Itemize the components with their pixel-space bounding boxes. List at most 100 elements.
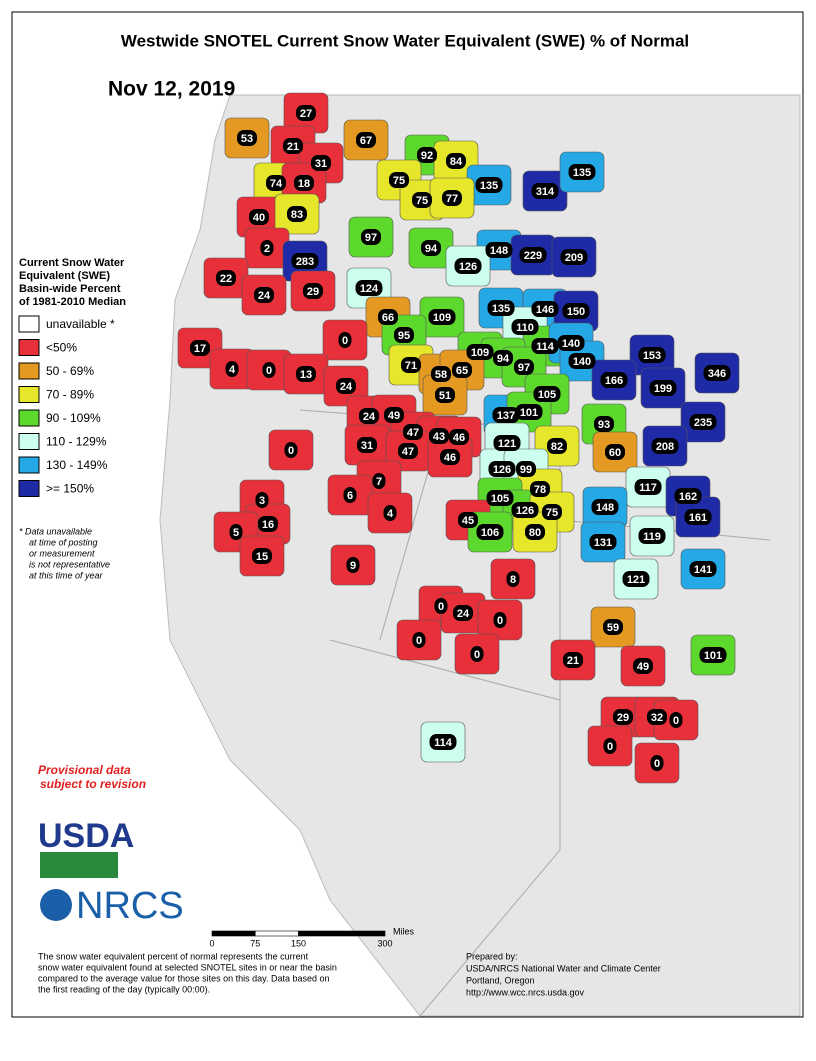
basin-label-bg [291, 253, 319, 269]
basin-label-bg [216, 270, 236, 286]
prepared-line: http://www.wcc.nrcs.usda.gov [466, 987, 585, 997]
basin-label: 105 [538, 389, 556, 401]
basin-label-bg [651, 438, 679, 454]
basin-label-bg [453, 605, 473, 621]
basin-label-bg [429, 428, 449, 444]
basin-label: 75 [546, 507, 558, 519]
basin-label-bg [563, 652, 583, 668]
basin-label-bg [254, 287, 274, 303]
basin-label: 119 [643, 531, 661, 543]
basin-label: 32 [651, 712, 663, 724]
basin-label-bg [531, 338, 559, 354]
basin-label-bg [435, 387, 455, 403]
basin-label: 235 [694, 417, 712, 429]
basin-label: 114 [536, 341, 555, 353]
basin-label-bg [650, 755, 664, 771]
basin-label-bg [511, 502, 539, 518]
legend-label: 130 - 149% [46, 458, 108, 472]
legend-swatch [18, 386, 40, 403]
prepared-line: USDA/NRCS National Water and Climate Cen… [466, 963, 661, 973]
basin-label-bg [638, 528, 666, 544]
basin-label-bg [378, 309, 398, 325]
basin-label: 126 [493, 464, 511, 476]
basin-label-bg [260, 240, 274, 256]
basin-label: 9 [350, 560, 356, 572]
basin-label: 71 [405, 360, 417, 372]
footnote-line: or measurement [29, 548, 95, 558]
basin-label: 0 [607, 741, 613, 753]
basin-label-bg [403, 424, 423, 440]
basin-label: 101 [704, 650, 722, 662]
basin-label: 5 [233, 527, 239, 539]
scale-tick-label: 0 [209, 938, 214, 948]
basin-label-bg [633, 658, 653, 674]
basin-label-bg [421, 240, 441, 256]
basin-label-bg [266, 175, 286, 191]
basin-label: 47 [407, 427, 419, 439]
basin-label: 0 [497, 615, 503, 627]
legend-label: >= 150% [46, 482, 94, 496]
basin-label: 117 [639, 482, 657, 494]
basin-label: 24 [457, 608, 470, 620]
basin-label-bg [613, 709, 633, 725]
basin-label: 60 [609, 447, 621, 459]
scale-tick-label: 75 [250, 938, 260, 948]
basin-label-bg [560, 249, 588, 265]
basin-label: 21 [567, 655, 579, 667]
basin-label: 31 [315, 158, 327, 170]
basin-label-bg [622, 571, 650, 587]
basin-label-bg [440, 449, 460, 465]
basin-label: 114 [434, 737, 453, 749]
basin-label: 109 [433, 312, 451, 324]
legend-label: 90 - 109% [46, 411, 101, 425]
prepared-by: Prepared by: USDA/NRCS National Water and… [466, 951, 661, 997]
basin-label-bg [237, 130, 257, 146]
basin-label-bg [262, 362, 276, 378]
basin-label-bg [516, 461, 536, 477]
basin-label-bg [568, 353, 596, 369]
basin-label: 74 [270, 178, 283, 190]
description-line: the first reading of the day (typically … [38, 984, 210, 994]
legend-title: Current Snow Water [19, 257, 125, 269]
basin-label: 45 [462, 515, 474, 527]
legend-swatch [18, 456, 40, 474]
basin-label-bg [547, 438, 567, 454]
basin-label: 140 [562, 338, 580, 350]
provisional-line: Provisional data [38, 763, 131, 777]
nrcs-drop [40, 889, 72, 921]
basin-label-bg [492, 407, 520, 423]
basin-label: 97 [518, 362, 530, 374]
basin-label: 59 [607, 622, 619, 634]
basin-label: 161 [689, 512, 707, 524]
prepared-line: Prepared by: [466, 951, 518, 961]
basin-label-bg [638, 347, 666, 363]
basin-label: 2 [264, 243, 270, 255]
basin-label-bg [431, 366, 451, 382]
basin-label: 0 [266, 365, 272, 377]
basin-label-bg [488, 461, 516, 477]
basin-label-bg [689, 414, 717, 430]
basin-label-bg [476, 524, 504, 540]
basin-label-bg [669, 712, 683, 728]
basin-label: 0 [288, 445, 294, 457]
scale-segment [254, 930, 299, 937]
legend-label: 50 - 69% [46, 364, 94, 378]
basin-label-bg [493, 350, 513, 366]
prepared-line: Portland, Oregon [466, 975, 535, 985]
basin-label: 46 [444, 452, 456, 464]
basin-label-bg [486, 490, 514, 506]
basin-label: 135 [573, 167, 591, 179]
basin-label-bg [389, 172, 409, 188]
basin-label-bg [284, 442, 298, 458]
basin-label-bg [689, 561, 717, 577]
basin-label-bg [568, 164, 596, 180]
basin-label: 22 [220, 273, 232, 285]
basin-label: 101 [520, 407, 538, 419]
basin-label-bg [343, 487, 357, 503]
basin-label: 75 [416, 195, 428, 207]
basin-label-bg [533, 386, 561, 402]
basin-label-bg [412, 192, 432, 208]
legend-swatch [18, 409, 40, 427]
basin-label: 43 [433, 431, 445, 443]
